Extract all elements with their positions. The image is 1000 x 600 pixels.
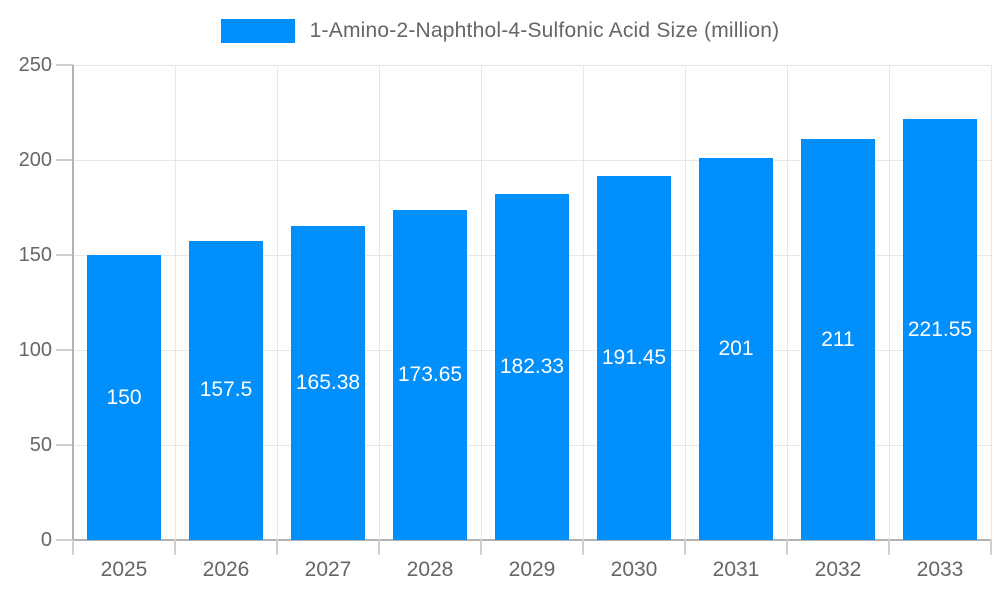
legend-item[interactable]: 1-Amino-2-Naphthol-4-Sulfonic Acid Size … (220, 19, 780, 43)
x-axis-tick (378, 540, 380, 555)
v-gridline (175, 65, 176, 540)
x-axis-tick (174, 540, 176, 555)
bar-value-label: 211 (821, 327, 855, 351)
x-axis-tick (786, 540, 788, 555)
legend: 1-Amino-2-Naphthol-4-Sulfonic Acid Size … (0, 19, 1000, 43)
x-axis-line (73, 539, 991, 541)
x-axis-label: 2030 (610, 558, 658, 581)
y-axis-label: 250 (18, 54, 52, 76)
bar[interactable]: 221.55 (903, 119, 977, 540)
legend-swatch-icon (220, 19, 295, 43)
v-gridline (481, 65, 482, 540)
y-axis-line (72, 65, 74, 540)
bar[interactable]: 182.33 (495, 193, 569, 540)
x-axis-label: 2029 (508, 558, 556, 581)
bar-value-label: 173.65 (397, 363, 463, 387)
x-axis-tick (480, 540, 482, 555)
bar-value-label: 150 (106, 385, 142, 409)
x-axis-label: 2026 (202, 558, 250, 581)
x-axis-label: 2025 (100, 558, 148, 581)
bar-value-label: 191.45 (601, 346, 667, 370)
x-axis-tick (72, 540, 74, 555)
bar-value-label: 221.55 (907, 317, 973, 341)
y-axis-label: 50 (29, 434, 52, 456)
v-gridline (991, 65, 992, 540)
x-axis-label: 2031 (712, 558, 760, 581)
x-axis-tick (276, 540, 278, 555)
bar-value-label: 165.38 (295, 370, 361, 394)
x-axis-tick (888, 540, 890, 555)
v-gridline (685, 65, 686, 540)
y-axis-label: 150 (18, 244, 52, 266)
y-axis-tick (56, 64, 73, 66)
y-axis-tick (56, 254, 73, 256)
y-axis-label: 0 (40, 529, 52, 551)
bar[interactable]: 165.38 (291, 225, 365, 540)
y-axis-label: 200 (18, 149, 52, 171)
x-axis-tick (582, 540, 584, 555)
bar[interactable]: 201 (699, 158, 773, 540)
h-gridline (73, 65, 991, 66)
y-axis-label: 100 (18, 339, 52, 361)
bar[interactable]: 191.45 (597, 176, 671, 540)
v-gridline (787, 65, 788, 540)
bar-value-label: 157.5 (199, 378, 253, 402)
y-axis-tick (56, 349, 73, 351)
bar[interactable]: 211 (801, 139, 875, 540)
bar[interactable]: 150 (87, 255, 161, 540)
v-gridline (583, 65, 584, 540)
x-axis-label: 2028 (406, 558, 454, 581)
bar-value-label: 201 (718, 337, 754, 361)
y-axis-tick (56, 444, 73, 446)
v-gridline (379, 65, 380, 540)
bar-value-label: 182.33 (499, 354, 565, 378)
v-gridline (889, 65, 890, 540)
bar[interactable]: 173.65 (393, 210, 467, 540)
bar[interactable]: 157.5 (189, 240, 263, 540)
y-axis-tick (56, 159, 73, 161)
legend-label: 1-Amino-2-Naphthol-4-Sulfonic Acid Size … (309, 19, 780, 42)
x-axis-tick (684, 540, 686, 555)
y-axis-tick (56, 539, 73, 541)
x-axis-label: 2033 (916, 558, 964, 581)
x-axis-label: 2027 (304, 558, 352, 581)
x-axis-label: 2032 (814, 558, 862, 581)
v-gridline (277, 65, 278, 540)
h-gridline (73, 160, 991, 161)
x-axis-tick (990, 540, 992, 555)
